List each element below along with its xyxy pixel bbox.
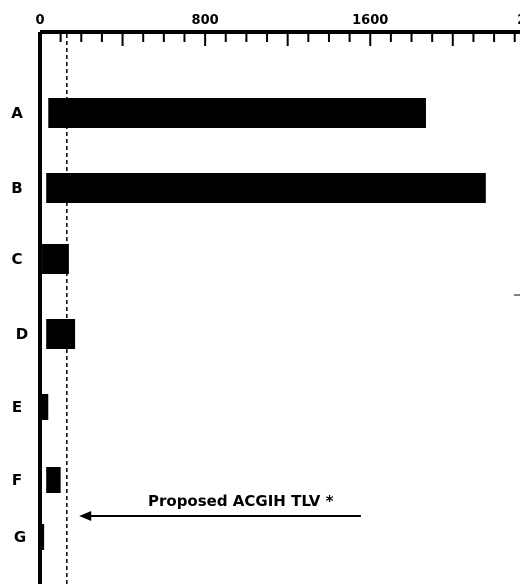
bar-b [46,173,486,203]
category-label: C [11,250,22,268]
axes [38,30,520,584]
bar-e [40,394,49,420]
x-tick-label: 1600 [352,13,388,28]
category-label: A [11,104,23,122]
annotation-arrowhead [79,511,92,521]
x-tick-label: 2400 [517,13,520,28]
bar-f [46,467,61,493]
bar-c [42,244,69,274]
category-labels: A B C D E F G [11,104,28,546]
category-label: D [16,325,28,343]
category-label: E [12,398,22,416]
x-tick-label: 800 [192,13,219,28]
category-label: F [12,471,22,489]
annotation-label: Proposed ACGIH TLV * [148,492,334,510]
annotation-group: Proposed ACGIH TLV * [79,492,361,521]
bar-g [40,524,45,550]
x-tick-label: 0 [35,13,44,28]
category-label: G [14,528,26,546]
bars [40,98,486,550]
x-ticks: 0 800 1600 2400 [35,13,520,46]
category-label: B [11,179,22,197]
bar-a [48,98,426,128]
bar-d [46,319,76,349]
